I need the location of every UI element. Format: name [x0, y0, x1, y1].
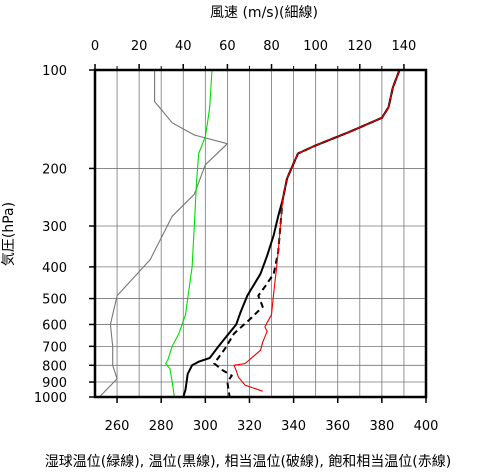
y-tick-label: 400: [42, 261, 67, 276]
top-tick-label: 40: [175, 39, 192, 54]
top-axis-title: 風速 (m/s)(細線): [210, 5, 318, 21]
bottom-tick-label: 320: [237, 419, 262, 434]
bottom-tick-label: 260: [105, 419, 130, 434]
y-tick-label: 600: [42, 318, 67, 333]
series-line-wind-speed: [99, 70, 228, 398]
bottom-tick-label: 280: [149, 419, 174, 434]
y-tick-label: 700: [42, 340, 67, 355]
tick-labels: 260 280 300 320 340 360 380 400 0 20 40 60 80 100 120 1…: [34, 39, 439, 434]
bottom-tick-label: 380: [369, 419, 394, 434]
series-layer: [99, 69, 401, 398]
top-tick-label: 80: [263, 39, 280, 54]
grid: [95, 69, 426, 398]
top-tick-label: 100: [303, 39, 328, 54]
y-tick-label: 800: [42, 359, 67, 374]
y-tick-label: 900: [42, 376, 67, 391]
y-tick-label: 200: [42, 162, 67, 177]
series-line-equivalent-potential-temperature: [213, 69, 401, 398]
top-tick-label: 20: [131, 39, 148, 54]
top-tick-label: 120: [347, 39, 372, 54]
bottom-tick-label: 300: [193, 419, 218, 434]
y-tick-label: 1000: [34, 391, 67, 406]
bottom-tick-label: 340: [281, 419, 306, 434]
y-tick-label: 100: [42, 64, 67, 79]
bottom-tick-label: 400: [414, 419, 439, 434]
y-tick-label: 500: [42, 293, 67, 308]
top-tick-label: 60: [219, 39, 236, 54]
top-tick-label: 0: [91, 39, 99, 54]
y-tick-label: 300: [42, 220, 67, 235]
plot-border: [93, 68, 428, 399]
y-axis-title: 気圧(hPa): [1, 202, 17, 266]
series-line-potential-temperature: [182, 69, 401, 398]
series-line-saturated-equivalent-potential-temperature: [233, 69, 401, 392]
plot-frame: [89, 64, 428, 403]
bottom-tick-label: 360: [325, 419, 350, 434]
bottom-axis-title: 湿球温位(緑線), 温位(黒線), 相当温位(破線), 飽和相当温位(赤線): [45, 453, 451, 470]
series-line-wet-bulb-potential-temperature: [165, 69, 213, 398]
top-tick-label: 140: [392, 39, 417, 54]
